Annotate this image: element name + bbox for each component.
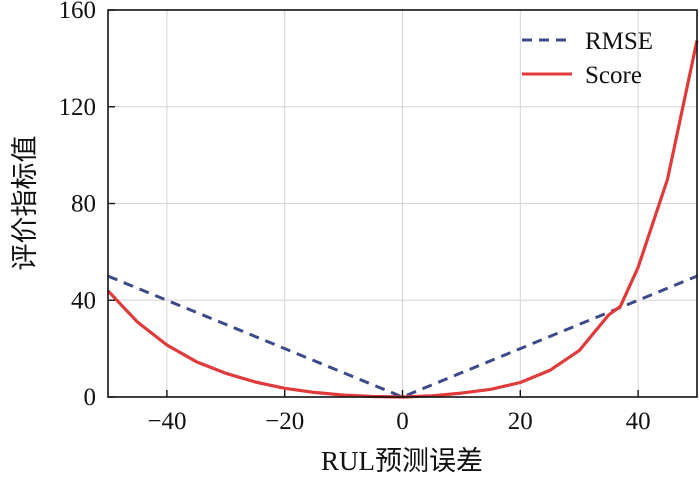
legend-label-rmse: RMSE — [585, 28, 653, 55]
x-tick-label: 20 — [508, 408, 533, 435]
y-tick-label: 120 — [59, 94, 97, 121]
x-axis-title: RUL预测误差 — [321, 446, 483, 476]
y-tick-label: 0 — [84, 384, 97, 411]
series-line-rmse — [107, 274, 698, 399]
y-tick-label: 40 — [71, 287, 96, 314]
x-ticks: −40 −20 0 20 40 — [147, 390, 651, 435]
y-ticks: 0 40 80 120 160 — [59, 0, 115, 411]
y-tick-label: 80 — [71, 191, 96, 218]
x-tick-label: 0 — [396, 408, 409, 435]
x-tick-label: 40 — [626, 408, 651, 435]
legend: RMSE Score — [522, 28, 653, 89]
legend-label-score: Score — [585, 62, 642, 89]
y-axis-title: 评价指标值 — [10, 136, 40, 271]
y-tick-label: 160 — [59, 0, 97, 24]
x-tick-label: −40 — [147, 408, 186, 435]
x-tick-label: −20 — [265, 408, 304, 435]
